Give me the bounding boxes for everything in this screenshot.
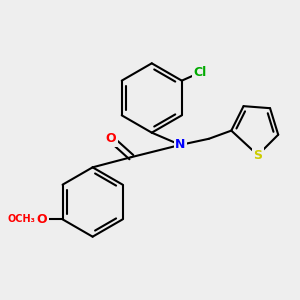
Text: O: O [37, 213, 47, 226]
Text: N: N [175, 138, 185, 152]
Text: S: S [253, 148, 262, 162]
Text: OCH₃: OCH₃ [8, 214, 36, 224]
Text: Cl: Cl [194, 66, 207, 79]
Text: O: O [106, 132, 116, 145]
